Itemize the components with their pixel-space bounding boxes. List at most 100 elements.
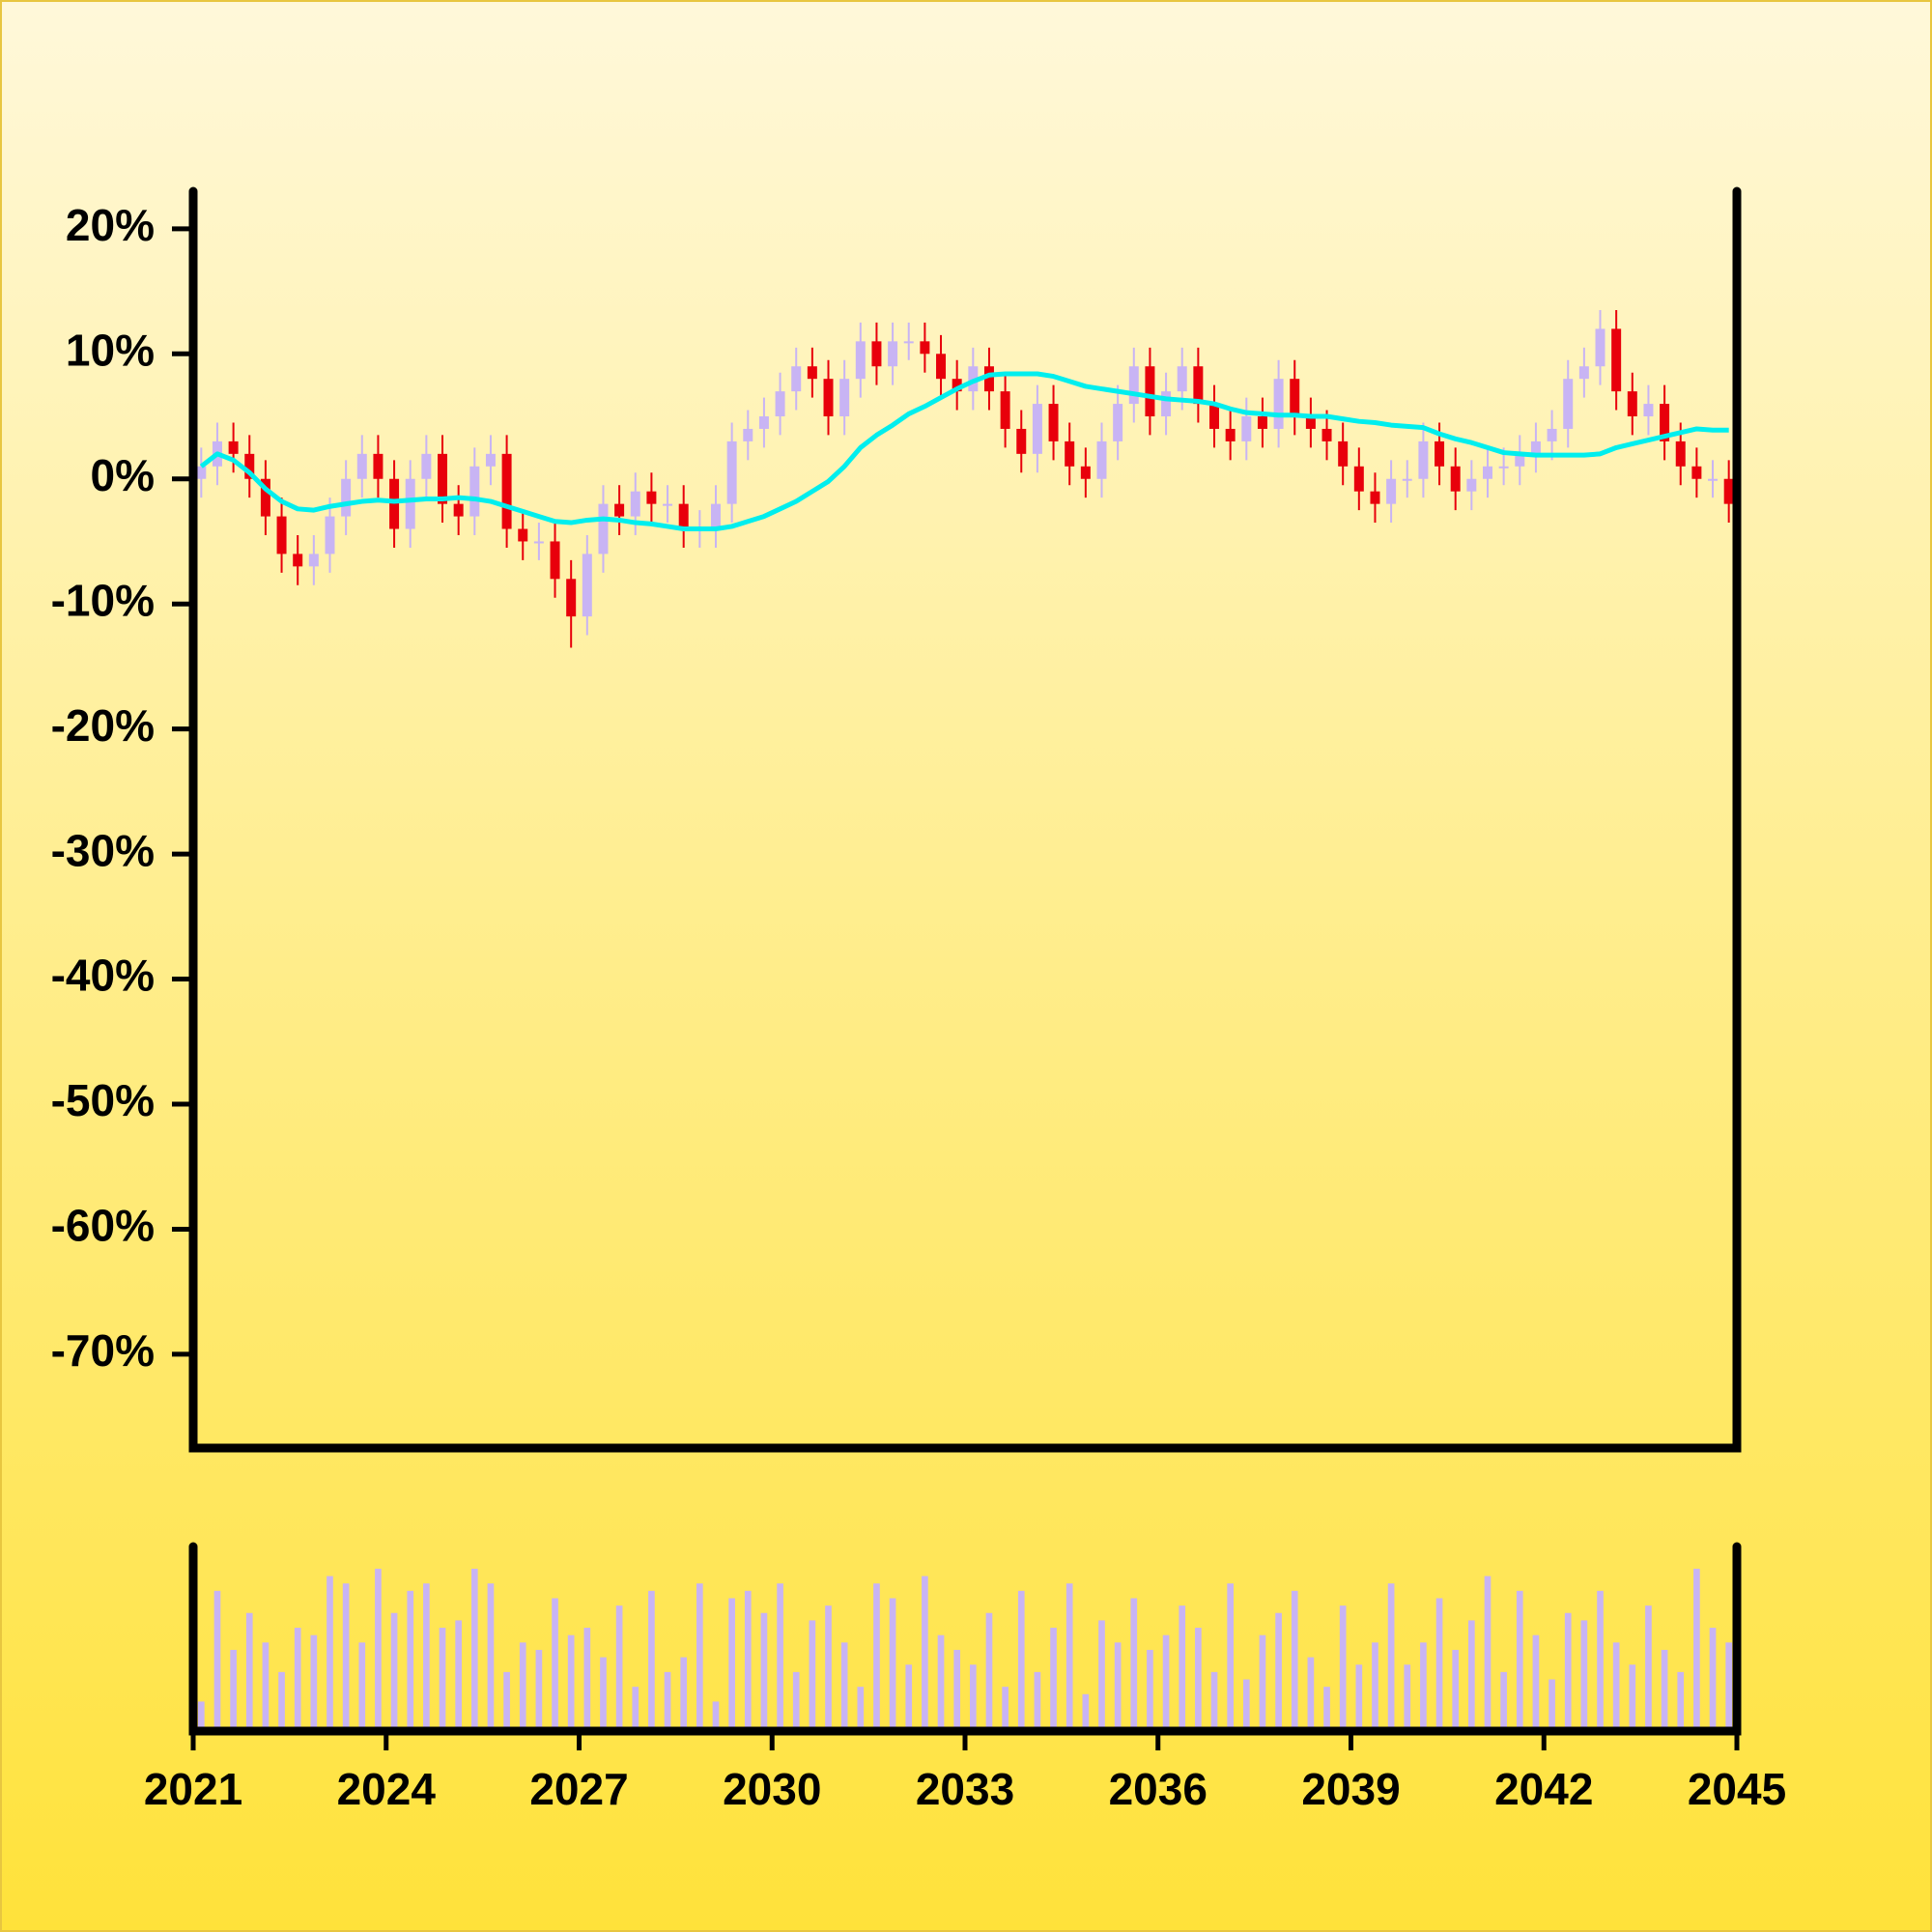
volume-bar — [1612, 1642, 1620, 1731]
candle-body — [663, 503, 673, 506]
volume-bar — [696, 1583, 703, 1731]
volume-bar — [1065, 1583, 1073, 1731]
moving-average — [199, 371, 1729, 532]
volume-bar — [680, 1657, 688, 1731]
volume-bar — [1130, 1598, 1138, 1731]
volume-bar — [712, 1701, 720, 1731]
candle-body — [1482, 466, 1492, 479]
candle-body — [485, 453, 496, 467]
volume-bar — [1275, 1612, 1282, 1731]
candle-body — [1611, 328, 1622, 392]
volume-bar — [1709, 1628, 1717, 1731]
volume-bar — [1372, 1642, 1378, 1731]
volume-bar — [1082, 1693, 1090, 1731]
candle-body — [646, 491, 657, 504]
candle-body — [1321, 428, 1332, 441]
y-tick-label: -10% — [51, 575, 155, 625]
volume-bar — [1098, 1620, 1105, 1731]
candle-body — [373, 453, 384, 479]
candle-body — [1128, 366, 1139, 405]
candle-body — [1691, 466, 1702, 479]
candle-body — [710, 503, 721, 529]
volume-bar — [519, 1642, 526, 1731]
y-tick-label: -40% — [51, 951, 155, 1001]
candle-body — [1386, 478, 1397, 504]
candle-body — [903, 341, 914, 344]
candle-body — [1595, 328, 1605, 367]
volume-bar — [760, 1612, 768, 1731]
candle-body — [582, 554, 592, 617]
volume-bar — [1227, 1583, 1234, 1731]
volume-bar — [245, 1612, 253, 1731]
y-tick-label: 20% — [66, 200, 155, 250]
candle-body — [1032, 404, 1042, 454]
candle-body — [260, 478, 270, 517]
candle-body — [758, 416, 769, 429]
volume-bar — [1435, 1598, 1443, 1731]
candle-body — [1241, 416, 1252, 441]
volume-bar — [953, 1649, 961, 1731]
volume-bar — [744, 1590, 752, 1731]
volume-bar — [777, 1583, 783, 1731]
volume-bar — [1034, 1671, 1041, 1731]
candle-body — [1498, 466, 1509, 469]
candle-body — [743, 428, 753, 441]
x-tick-label: 2024 — [337, 1764, 437, 1814]
candle-body — [1080, 466, 1091, 479]
candle-body — [1578, 366, 1589, 380]
volume-bar — [615, 1605, 623, 1731]
x-tick-label: 2033 — [916, 1764, 1014, 1814]
main-axes — [188, 186, 1742, 1453]
volume-bar — [1693, 1568, 1700, 1731]
candle-body — [1113, 404, 1123, 441]
candle-body — [855, 341, 866, 380]
volume-bar — [1420, 1642, 1427, 1731]
volume-bar — [535, 1649, 543, 1731]
volume-bar — [390, 1612, 398, 1731]
volume-bar — [1339, 1605, 1347, 1731]
candle-body — [341, 478, 352, 517]
volume-bar — [1500, 1671, 1507, 1731]
candle-body — [228, 440, 239, 454]
volume-bar — [728, 1598, 735, 1731]
candle-body — [1418, 440, 1429, 479]
volume-bar — [600, 1657, 607, 1731]
candle-body — [1466, 478, 1477, 492]
volume-bar — [809, 1620, 816, 1731]
volume-bar — [985, 1612, 993, 1731]
candle-body — [823, 379, 834, 417]
volume-bar — [1516, 1590, 1523, 1731]
volume-bar — [1452, 1649, 1460, 1731]
candle-body — [196, 466, 207, 479]
candle-body — [1675, 440, 1686, 467]
candle-body — [438, 453, 448, 504]
candle-body — [1450, 466, 1461, 492]
y-tick-label: 0% — [91, 450, 155, 500]
volume-bar — [1162, 1634, 1170, 1731]
volume-bar — [825, 1605, 832, 1731]
candle-body — [501, 453, 512, 529]
volume-bar — [873, 1583, 880, 1731]
volume-bar — [1661, 1649, 1668, 1731]
volume-bar — [1195, 1628, 1202, 1731]
candle-body — [1370, 491, 1380, 504]
volume-bar — [1147, 1649, 1153, 1731]
volume-bar — [1179, 1605, 1186, 1731]
x-tick-label: 2027 — [529, 1764, 628, 1814]
candle-body — [983, 366, 994, 392]
volume-bar — [1725, 1642, 1733, 1731]
x-tick-label: 2036 — [1109, 1764, 1208, 1814]
x-tick-label: 2039 — [1301, 1764, 1400, 1814]
volume-bar — [889, 1598, 896, 1731]
candle-body — [1547, 428, 1557, 441]
volume-bar — [648, 1590, 655, 1731]
candle-body — [775, 391, 785, 417]
candle-body — [1627, 391, 1637, 417]
x-tick-label: 2042 — [1494, 1764, 1593, 1814]
candle-body — [726, 440, 737, 504]
volume-bar — [230, 1649, 237, 1731]
volume-bar — [969, 1664, 977, 1731]
candle-body — [356, 453, 367, 479]
candle-body — [1515, 453, 1525, 467]
